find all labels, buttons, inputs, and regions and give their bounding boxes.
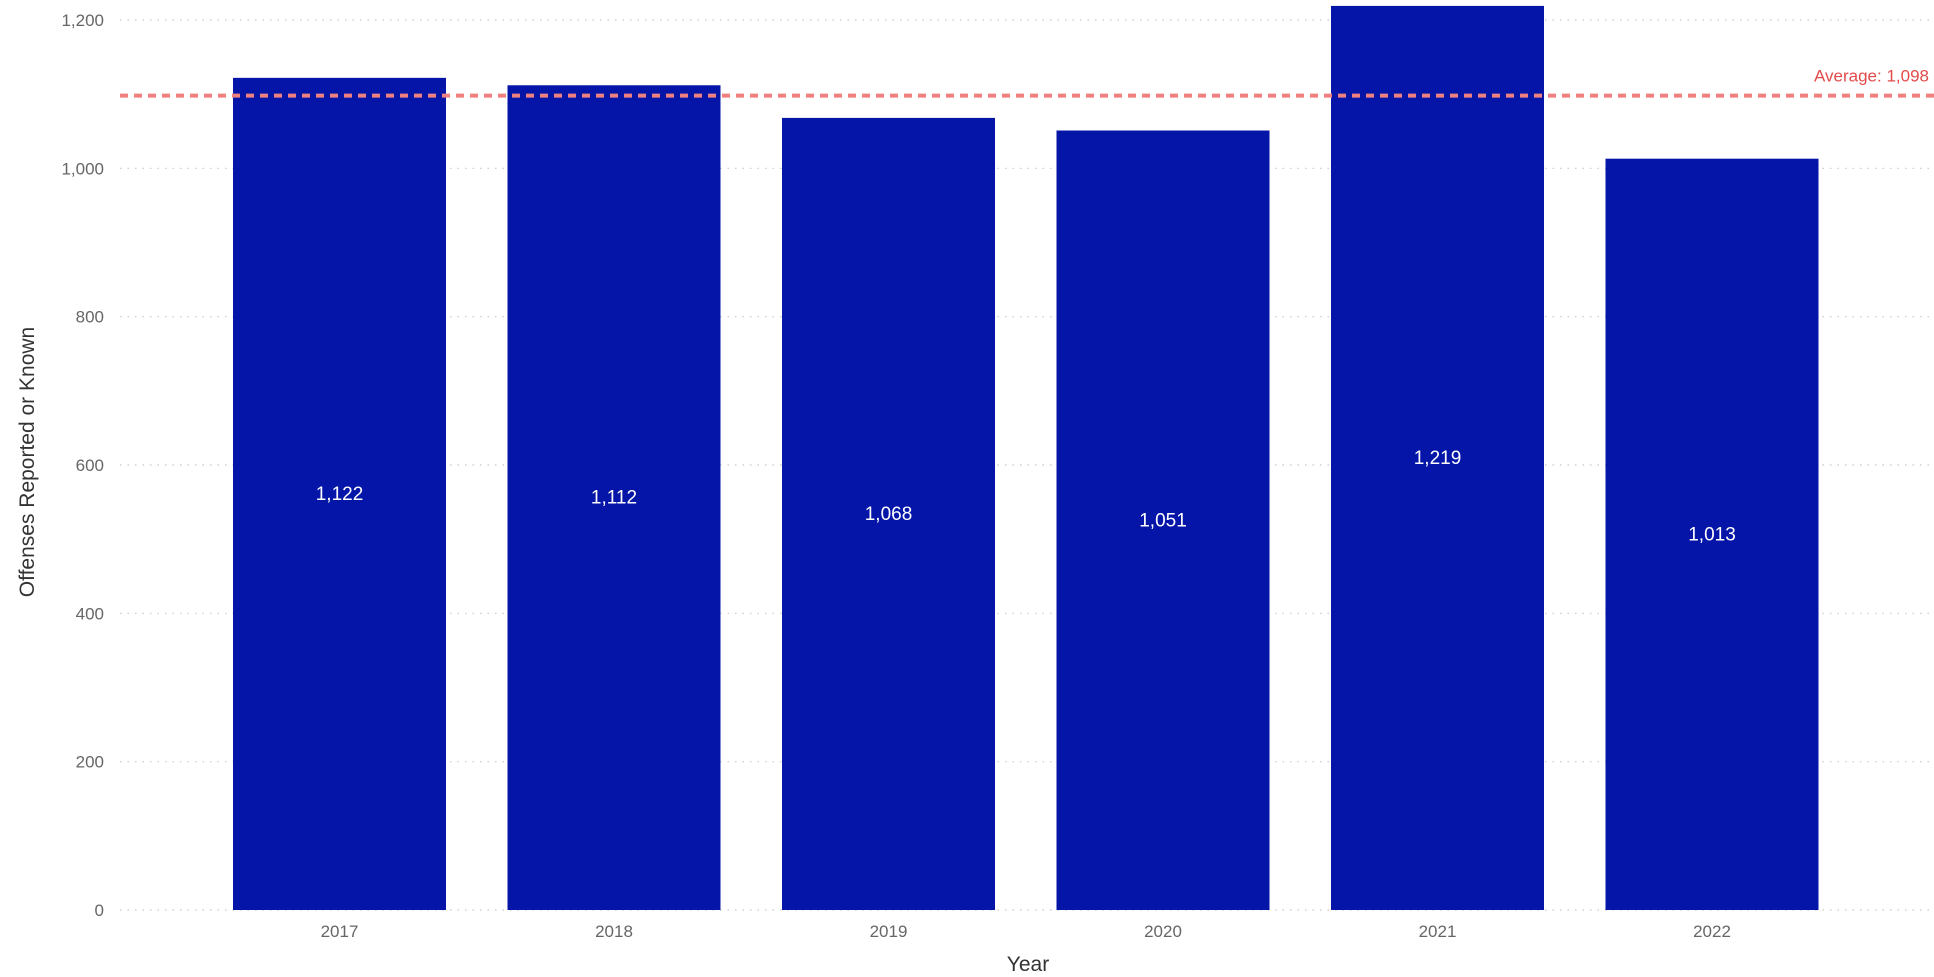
- x-axis-ticks: 2017 2018 2019 2020 2021 2022: [321, 922, 1731, 941]
- bars: [233, 5, 1819, 911]
- bar-2017: [233, 77, 446, 911]
- bar-2018: [507, 85, 721, 911]
- x-axis-title: Year: [1007, 953, 1049, 976]
- y-tick-label: 1,000: [61, 159, 104, 178]
- x-tick-label: 2021: [1419, 922, 1457, 941]
- x-tick-label: 2017: [321, 922, 359, 941]
- x-tick-label: 2020: [1144, 922, 1182, 941]
- y-tick-label: 0: [95, 901, 104, 920]
- bar-2019: [782, 117, 995, 910]
- y-tick-label: 600: [76, 456, 104, 475]
- average-label: Average: 1,098: [1814, 67, 1929, 86]
- bar-data-label: 1,122: [316, 484, 364, 505]
- bar-2021: [1331, 5, 1544, 911]
- bar-2020: [1056, 130, 1270, 911]
- y-axis-title: Offenses Reported or Known: [16, 327, 39, 597]
- bar-data-label: 1,051: [1139, 510, 1187, 531]
- x-tick-label: 2019: [870, 922, 908, 941]
- y-axis-ticks: 0 200 400 600 800 1,000 1,200: [61, 11, 104, 920]
- y-tick-label: 400: [76, 604, 104, 623]
- x-tick-label: 2018: [595, 922, 633, 941]
- bar-data-label: 1,068: [865, 504, 913, 525]
- bar-data-label: 1,219: [1414, 448, 1462, 469]
- bar-2022: [1605, 158, 1819, 911]
- bar-data-label: 1,013: [1688, 524, 1736, 545]
- bar-data-label: 1,112: [591, 488, 637, 509]
- average-reference-line: Average: 1,098: [120, 67, 1934, 98]
- x-tick-label: 2022: [1693, 922, 1731, 941]
- bar-data-labels: 1,122 1,112 1,068 1,051 1,219 1,013: [316, 448, 1736, 545]
- y-tick-label: 800: [76, 308, 104, 327]
- y-tick-label: 1,200: [61, 11, 104, 30]
- y-tick-label: 200: [76, 753, 104, 772]
